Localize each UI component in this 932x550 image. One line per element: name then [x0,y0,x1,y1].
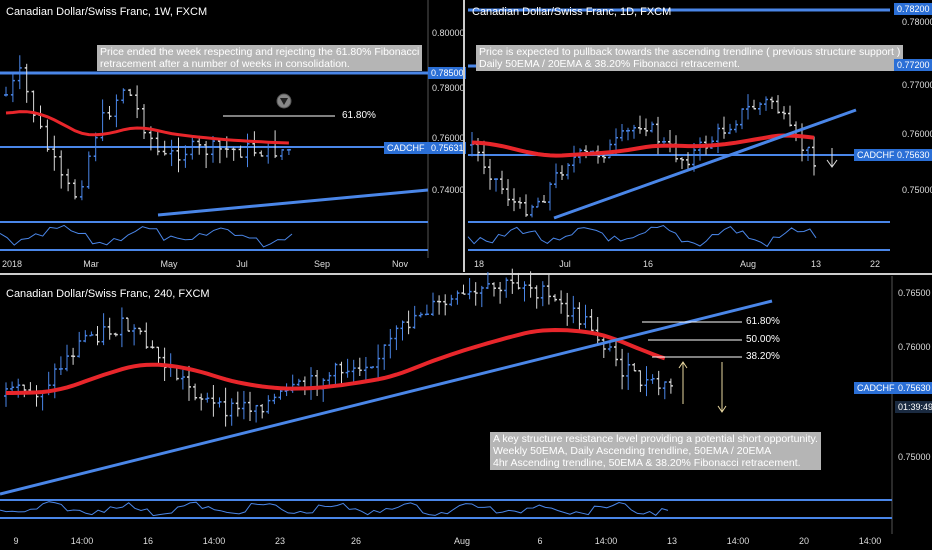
weekly-chart-title: Canadian Dollar/Swiss Franc, 1W, FXCM [6,6,208,18]
h4-xtick-8: 14:00 [594,536,618,546]
weekly-xtick-3: Jul [236,259,248,269]
weekly-ema-line [5,110,289,145]
h4-xtick-2: 16 [142,536,154,546]
daily-annotation-line-1: Price is expected to pullback towards th… [479,46,901,58]
h4-xtick-0: 9 [13,536,19,546]
h4-symbol-tag: CADCHF [854,382,898,394]
h4-last-price-tag: 0.75630 [895,382,932,394]
daily-oscillator-line [467,224,817,248]
weekly-fib-label: 61.80% [342,110,376,121]
daily-ytick-4: 0.76000 [902,129,932,139]
daily-symbol-tag: CADCHF [854,149,898,161]
weekly-oscillator-line [0,224,293,248]
weekly-xtick-5: Nov [391,259,409,269]
daily-annotation-line-2: Daily 50EMA / 20EMA & 38.20% Fibonacci r… [479,58,740,70]
h4-up-arrow-icon [678,361,688,369]
weekly-ytick-3: 0.74000 [432,185,465,195]
h4-chart-svg [0,268,893,534]
weekly-last-price-tag: 0.75631 [428,142,467,154]
weekly-xtick-0: 2018 [1,259,23,269]
daily-ytick-1: 0.78000 [902,17,932,27]
h4-xtick-5: 26 [350,536,362,546]
h4-ema-line [6,327,666,395]
h4-chart-panel[interactable]: Canadian Dollar/Swiss Franc, 240, FXCM A… [0,268,932,550]
h4-oscillator-line [0,501,669,517]
h4-down-arrow-icon [717,405,727,413]
h4-xtick-4: 23 [274,536,286,546]
weekly-symbol-tag: CADCHF [384,142,428,154]
weekly-ytick-0: 0.80000 [432,28,465,38]
daily-last-price-tag: 0.75630 [894,149,932,161]
h4-xtick-7: 6 [537,536,543,546]
daily-ytick-3: 0.77000 [902,80,932,90]
daily-chart-panel[interactable]: Canadian Dollar/Swiss Franc, 1D, FXCM Pr… [466,0,932,272]
weekly-xtick-1: Mar [83,259,99,269]
h4-xtick-6: Aug [453,536,471,546]
weekly-arrow-down-icon [280,98,288,105]
daily-down-arrow-icon [826,159,838,168]
weekly-chart-svg [0,0,429,258]
daily-level-tag-2: 0.77200 [894,59,932,71]
weekly-level-tag: 0.78500 [428,67,467,79]
h4-annotation-line-1: A key structure resistance level providi… [493,433,818,445]
daily-chart-svg [467,8,890,251]
h4-ytick-0: 0.76500 [898,288,931,298]
daily-xtick-4: 13 [810,259,822,269]
h4-annotation-line-3: 4hr Ascending trendline, 50EMA & 38.20% … [493,457,801,469]
h4-annotation: A key structure resistance level providi… [490,432,821,470]
h4-xtick-12: 14:00 [858,536,882,546]
weekly-ytick-1: 0.78000 [432,83,465,93]
daily-ytick-5: 0.75000 [902,185,932,195]
h4-fib-label-0: 61.80% [746,316,780,327]
h4-countdown-tag: 01:39:49 [895,401,932,413]
h4-ytick-2: 0.75000 [898,452,931,462]
h4-xtick-9: 13 [666,536,678,546]
daily-xtick-1: Jul [559,259,571,269]
h4-annotation-line-2: Weekly 50EMA, Daily Ascending trendline,… [493,445,772,457]
h4-xtick-11: 20 [798,536,810,546]
weekly-annotation: Price ended the week respecting and reje… [97,45,423,71]
h4-chart-title: Canadian Dollar/Swiss Franc, 240, FXCM [6,288,210,300]
daily-xtick-3: Aug [739,259,757,269]
h4-fib-label-1: 50.00% [746,334,780,345]
daily-chart-title: Canadian Dollar/Swiss Franc, 1D, FXCM [472,6,672,18]
daily-annotation: Price is expected to pullback towards th… [476,45,904,71]
daily-xtick-2: 16 [642,259,654,269]
h4-ytick-1: 0.76000 [898,342,931,352]
h4-xtick-10: 14:00 [726,536,750,546]
weekly-xtick-2: May [160,259,178,269]
daily-ema-line [471,133,815,158]
weekly-xtick-4: Sep [313,259,331,269]
weekly-chart-panel[interactable]: Canadian Dollar/Swiss Franc, 1W, FXCM Pr… [0,0,467,272]
weekly-annotation-line-1: Price ended the week respecting and reje… [100,46,420,58]
weekly-annotation-line-2: retracement after a number of weeks in c… [100,58,350,70]
h4-xtick-3: 14:00 [202,536,226,546]
panel-divider-horizontal [0,273,932,275]
panel-divider-vertical [463,0,465,272]
daily-level-tag-top: 0.78200 [894,3,932,15]
daily-trendline [553,108,857,220]
weekly-trendline [157,188,429,217]
daily-xtick-5: 22 [869,259,881,269]
weekly-ytick-2: 0.76000 [432,133,465,143]
daily-xtick-0: 18 [473,259,485,269]
h4-xtick-1: 14:00 [70,536,94,546]
h4-fib-label-2: 38.20% [746,351,780,362]
h4-trendline [0,299,773,496]
